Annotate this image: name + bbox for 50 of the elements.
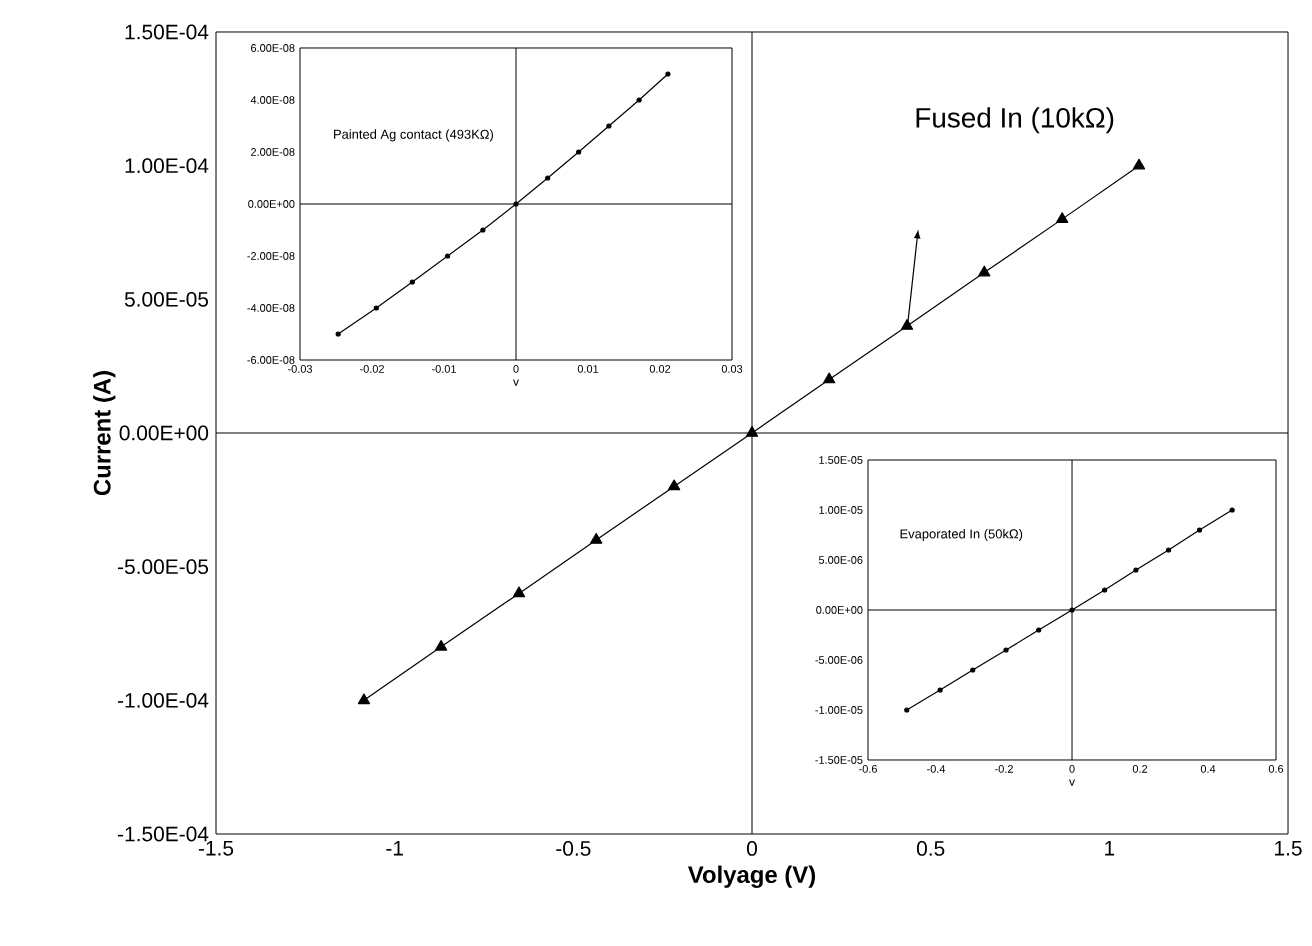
y-tick-label: 0.00E+00 xyxy=(119,425,209,441)
x-tick-label: 0.5 xyxy=(916,841,945,856)
x-axis-title: Volyage (V) xyxy=(687,865,816,888)
x-tick-label: 1 xyxy=(1105,841,1115,856)
point xyxy=(545,175,551,181)
y-tick-label: 1.50E-04 xyxy=(125,24,209,40)
x-tick-label: -1.5 xyxy=(198,841,234,856)
y-tick-label: -1.50E-04 xyxy=(118,826,209,842)
point xyxy=(1132,158,1146,170)
point xyxy=(665,71,671,77)
x-tick-label: -0.5 xyxy=(556,841,591,856)
point xyxy=(900,319,914,330)
x-tick-label: 0 xyxy=(747,841,757,856)
point xyxy=(1036,627,1042,633)
point xyxy=(335,331,341,337)
point xyxy=(1133,567,1139,573)
point xyxy=(823,372,836,384)
x-tick-label: -1 xyxy=(386,841,403,856)
y-tick-label: -1.00E-04 xyxy=(118,692,209,708)
annotation: Fused In (10kΩ) xyxy=(916,107,1114,134)
point xyxy=(667,479,681,491)
point xyxy=(373,305,379,311)
point xyxy=(480,227,486,233)
point xyxy=(1069,607,1075,613)
point xyxy=(1003,647,1009,653)
point xyxy=(978,265,991,277)
y-axis-title: Current (A) xyxy=(93,371,116,496)
point xyxy=(1229,507,1235,513)
point xyxy=(745,425,759,437)
y-tick-label: 1.00E-04 xyxy=(125,158,209,174)
point xyxy=(606,123,612,129)
point xyxy=(937,687,943,693)
point xyxy=(512,586,526,598)
point xyxy=(590,532,603,544)
point xyxy=(357,693,371,705)
point xyxy=(513,201,519,207)
point xyxy=(636,97,642,103)
point xyxy=(1196,527,1203,533)
x-tick-label: 1.5 xyxy=(1275,841,1302,856)
point xyxy=(1165,547,1172,553)
point xyxy=(576,149,582,155)
point xyxy=(409,279,415,285)
point xyxy=(445,253,451,259)
y-tick-label: -5.00E-05 xyxy=(118,559,209,575)
point xyxy=(904,707,910,713)
y-tick-label: 5.00E-05 xyxy=(124,291,209,307)
point xyxy=(1102,587,1108,593)
point xyxy=(434,639,448,651)
point xyxy=(970,667,976,673)
point xyxy=(1056,212,1069,223)
